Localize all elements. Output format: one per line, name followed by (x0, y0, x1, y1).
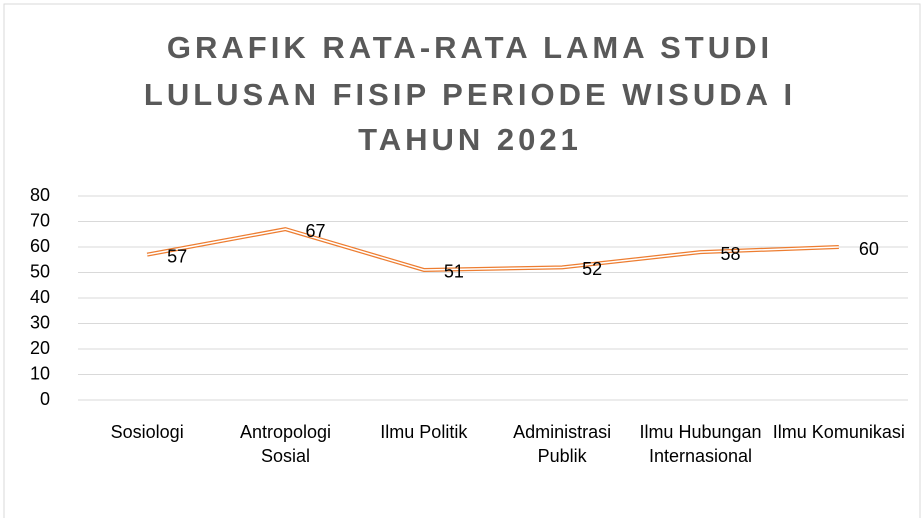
x-tick-label: Antropologi Sosial (239, 422, 332, 466)
chart-title: LULUSAN FISIP PERIODE WISUDA I (144, 77, 796, 112)
y-tick-label: 70 (30, 210, 50, 230)
x-tick-label: Ilmu Politik (380, 422, 468, 442)
data-label: 60 (859, 239, 879, 259)
x-tick-label: Ilmu Komunikasi (772, 422, 905, 442)
y-tick-label: 50 (30, 261, 50, 281)
y-tick-label: 80 (30, 185, 50, 205)
data-label: 57 (167, 246, 187, 266)
x-tick-label: Administrasi Publik (513, 422, 612, 466)
x-tick-label: Sosiologi (110, 422, 184, 442)
chart-title: TAHUN 2021 (358, 122, 582, 157)
y-tick-label: 40 (30, 287, 50, 307)
y-tick-label: 10 (30, 363, 50, 383)
y-tick-label: 0 (40, 389, 50, 409)
y-tick-label: 20 (30, 338, 50, 358)
line-series-inner (147, 228, 839, 271)
x-tick-label: Ilmu Hubungan Internasional (639, 422, 762, 466)
data-label: 52 (582, 259, 602, 279)
chart-border (3, 3, 921, 518)
y-tick-label: 30 (30, 312, 50, 332)
data-label: 67 (306, 221, 326, 241)
chart-title: GRAFIK RATA-RATA LAMA STUDI (167, 30, 773, 65)
data-label: 58 (721, 244, 741, 264)
y-tick-label: 60 (30, 236, 50, 256)
data-label: 51 (444, 262, 464, 282)
